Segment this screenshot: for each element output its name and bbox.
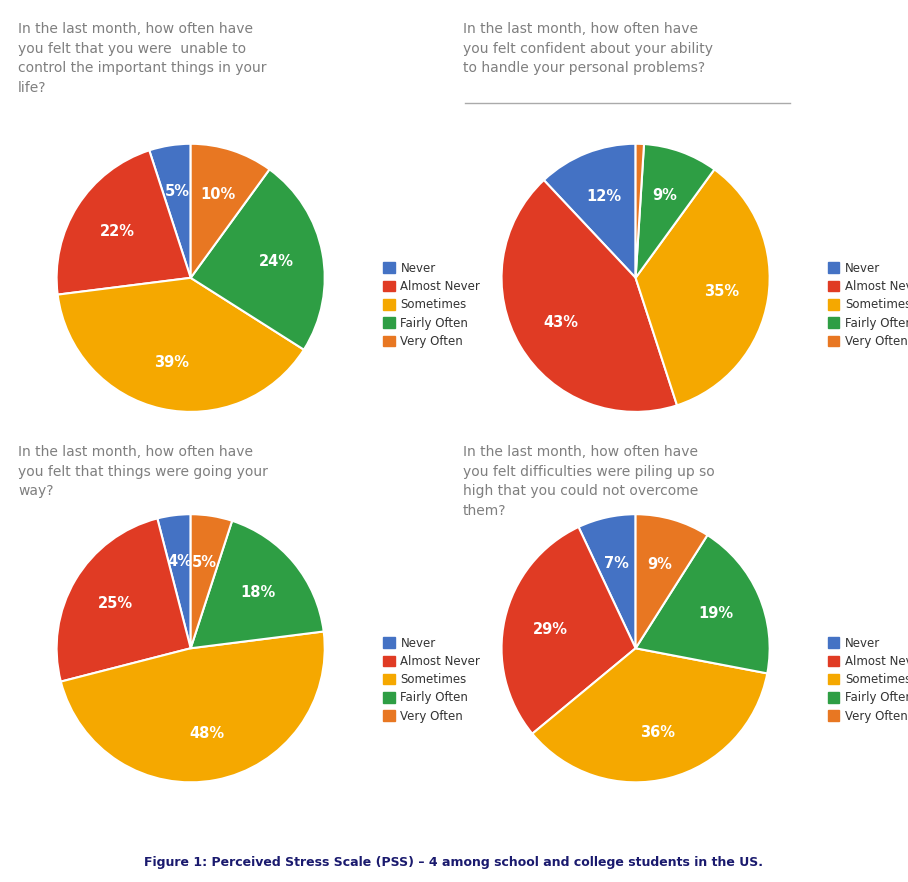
Wedge shape [191, 514, 232, 648]
Text: 4%: 4% [167, 554, 192, 569]
Text: In the last month, how often have
you felt that things were going your
way?: In the last month, how often have you fe… [18, 445, 268, 498]
Wedge shape [636, 514, 707, 648]
Text: 18%: 18% [241, 586, 275, 601]
Text: 48%: 48% [190, 727, 224, 742]
Wedge shape [56, 519, 191, 682]
Text: 22%: 22% [100, 224, 134, 239]
Text: 12%: 12% [586, 190, 621, 205]
Text: 9%: 9% [653, 189, 677, 204]
Text: 9%: 9% [647, 557, 672, 572]
Wedge shape [191, 520, 323, 648]
Text: 39%: 39% [154, 355, 189, 370]
Text: 25%: 25% [98, 596, 133, 611]
Text: 5%: 5% [192, 555, 217, 570]
Wedge shape [544, 144, 636, 278]
Wedge shape [578, 514, 636, 648]
Wedge shape [636, 535, 770, 673]
Text: 24%: 24% [259, 254, 294, 269]
Legend: Never, Almost Never, Sometimes, Fairly Often, Very Often: Never, Almost Never, Sometimes, Fairly O… [383, 262, 480, 348]
Legend: Never, Almost Never, Sometimes, Fairly Often, Very Often: Never, Almost Never, Sometimes, Fairly O… [828, 637, 908, 722]
Wedge shape [636, 144, 715, 278]
Wedge shape [636, 169, 770, 406]
Text: 5%: 5% [164, 184, 190, 199]
Wedge shape [157, 514, 191, 648]
Wedge shape [636, 144, 644, 278]
Wedge shape [501, 527, 636, 734]
Legend: Never, Almost Never, Sometimes, Fairly Often, Very Often: Never, Almost Never, Sometimes, Fairly O… [828, 262, 908, 348]
Wedge shape [191, 169, 325, 349]
Text: In the last month, how often have
you felt difficulties were piling up so
high t: In the last month, how often have you fe… [463, 445, 715, 518]
Wedge shape [149, 144, 191, 278]
Text: 29%: 29% [533, 622, 568, 637]
Wedge shape [191, 144, 270, 278]
Text: 43%: 43% [543, 315, 578, 330]
Text: In the last month, how often have
you felt confident about your ability
to handl: In the last month, how often have you fe… [463, 22, 713, 75]
Wedge shape [501, 180, 677, 412]
Text: 35%: 35% [704, 284, 739, 299]
Wedge shape [56, 150, 191, 295]
Wedge shape [61, 632, 325, 782]
Text: Figure 1: Perceived Stress Scale (PSS) – 4 among school and college students in : Figure 1: Perceived Stress Scale (PSS) –… [144, 856, 764, 869]
Legend: Never, Almost Never, Sometimes, Fairly Often, Very Often: Never, Almost Never, Sometimes, Fairly O… [383, 637, 480, 722]
Text: 7%: 7% [604, 556, 629, 571]
Wedge shape [532, 648, 767, 782]
Wedge shape [58, 278, 304, 412]
Text: In the last month, how often have
you felt that you were  unable to
control the : In the last month, how often have you fe… [18, 22, 267, 94]
Text: 19%: 19% [698, 606, 733, 621]
Text: 10%: 10% [200, 188, 235, 203]
Text: 36%: 36% [640, 725, 675, 740]
